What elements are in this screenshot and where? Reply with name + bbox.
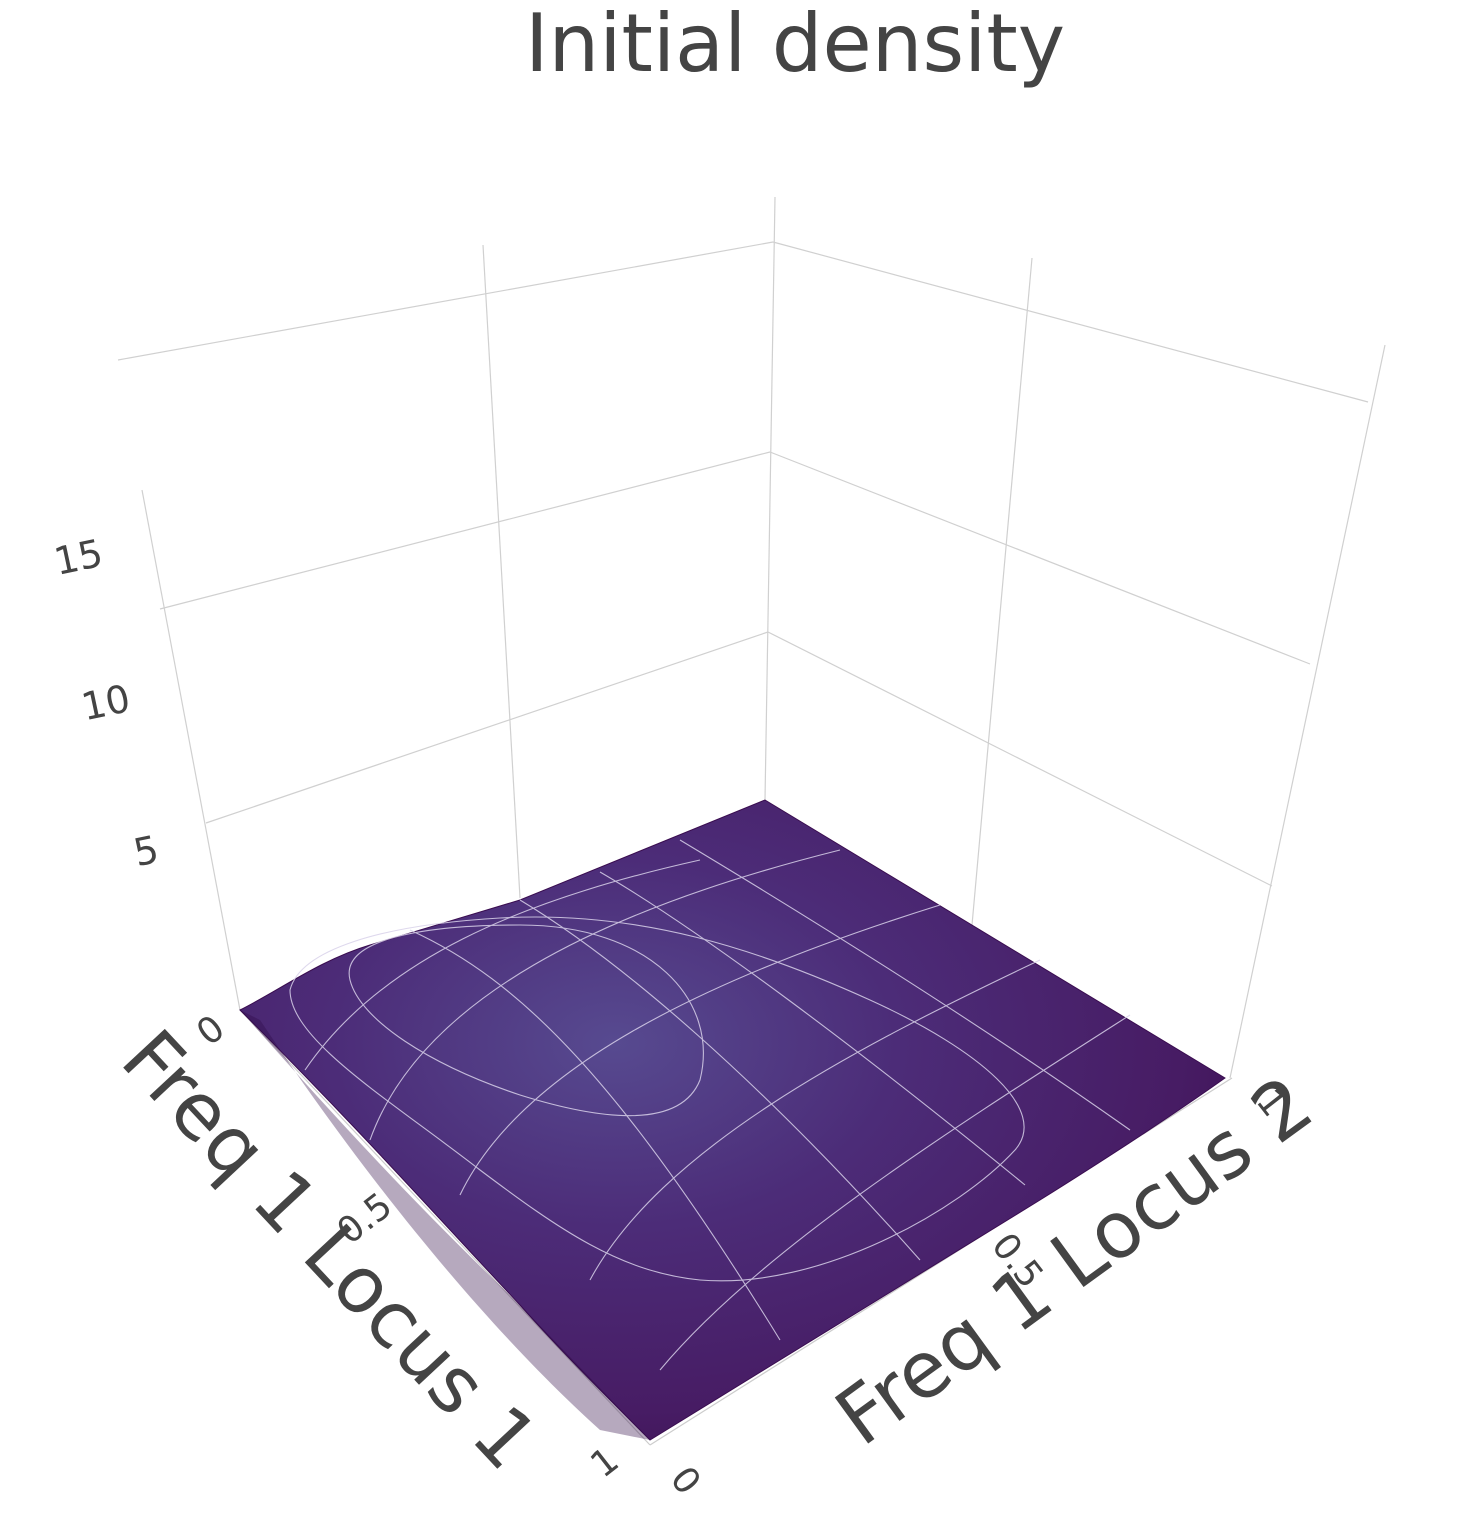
z-tick-10: 10 bbox=[78, 676, 134, 729]
z-tick-15: 15 bbox=[50, 531, 106, 584]
z-tick-5: 5 bbox=[130, 827, 163, 875]
x-tick-1: 1 bbox=[583, 1440, 626, 1486]
density-surface[interactable] bbox=[239, 799, 1226, 1441]
y-tick-0: 0 bbox=[662, 1459, 708, 1502]
back-walls bbox=[140, 197, 1385, 1078]
chart-title: Initial density bbox=[524, 0, 1066, 90]
z-axis-ticks: 5 10 15 bbox=[50, 531, 162, 875]
gridlines bbox=[117, 196, 1386, 1079]
surface-contours bbox=[289, 839, 1131, 1371]
